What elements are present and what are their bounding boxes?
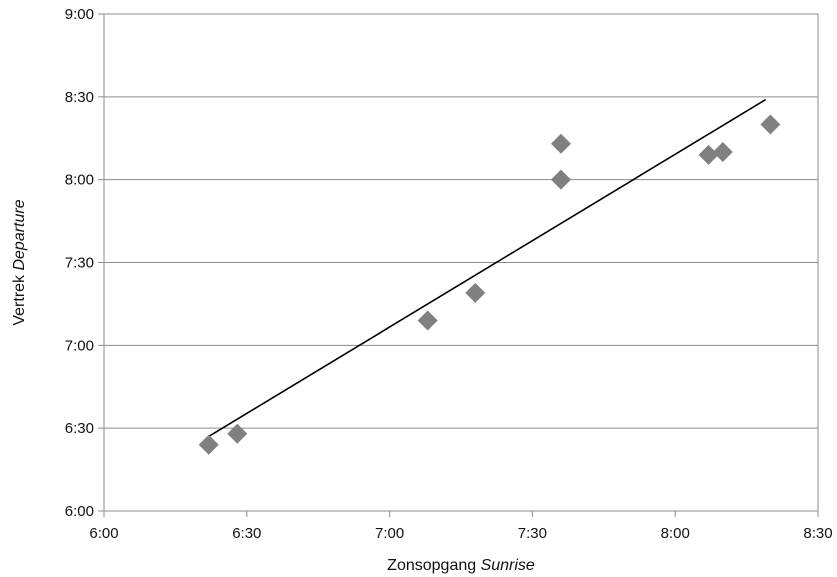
data-point (712, 142, 733, 163)
trendline-layer (208, 98, 767, 438)
y-axis: 6:00 6:30 7:00 7:30 8:00 8:30 9:00 (65, 6, 104, 520)
x-axis: 6:00 6:30 7:00 7:30 8:00 8:30 (89, 511, 833, 542)
data-points (198, 114, 781, 455)
data-point (550, 133, 571, 154)
data-point (698, 144, 719, 165)
data-point (550, 169, 571, 190)
y-tick-label: 8:00 (65, 172, 94, 189)
x-tick-label: 6:30 (232, 525, 261, 542)
data-point (465, 282, 486, 303)
grid-layer (104, 13, 818, 512)
trendline (208, 98, 767, 438)
y-tick-label: 7:00 (65, 337, 94, 354)
x-axis-title: Zonsopgang Sunrise (387, 557, 535, 574)
data-point (227, 423, 248, 444)
x-tick-label: 8:00 (661, 525, 690, 542)
data-point (760, 114, 781, 135)
x-tick-label: 8:30 (803, 525, 832, 542)
y-tick-label: 6:00 (65, 503, 94, 520)
y-axis-title: Vertrek Departure (11, 199, 28, 325)
y-tick-label: 7:30 (65, 255, 94, 272)
y-tick-label: 6:30 (65, 420, 94, 437)
y-tick-label: 9:00 (65, 6, 94, 23)
x-tick-label: 6:00 (89, 525, 118, 542)
x-tick-label: 7:00 (375, 525, 404, 542)
y-tick-label: 8:30 (65, 89, 94, 106)
data-point (417, 310, 438, 331)
x-tick-label: 7:30 (518, 525, 547, 542)
data-point (198, 434, 219, 455)
